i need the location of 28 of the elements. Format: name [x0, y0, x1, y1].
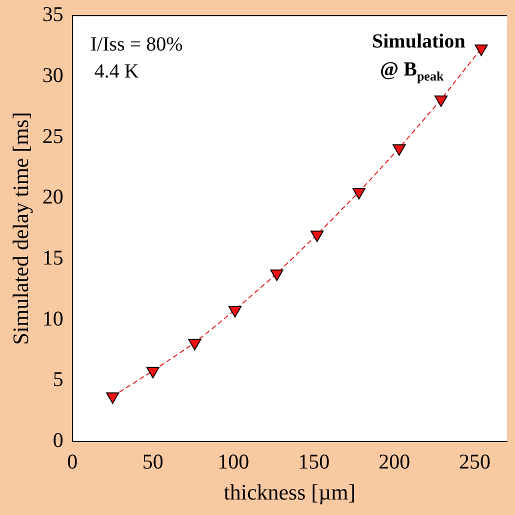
- y-tick-label: 10: [42, 306, 64, 330]
- point: [434, 96, 448, 108]
- x-tick-label: 150: [298, 450, 330, 474]
- point: [188, 338, 202, 350]
- x-axis-title: thickness [µm]: [224, 480, 356, 505]
- y-axis-title: Simulated delay time [ms]: [8, 112, 33, 345]
- y-tick-label: 30: [42, 62, 64, 87]
- annotation: Simulation: [372, 30, 466, 53]
- point: [270, 270, 284, 282]
- x-tick-label: 50: [142, 450, 164, 474]
- y-tick-label: 0: [52, 428, 64, 452]
- y-tick-label: 5: [52, 367, 64, 392]
- point: [474, 44, 488, 56]
- point: [106, 392, 120, 404]
- y-tick-label: 35: [42, 2, 64, 26]
- point: [228, 306, 242, 318]
- point: [352, 188, 366, 200]
- y-tick-label: 25: [42, 124, 64, 148]
- annotation: I/Iss = 80%: [90, 34, 183, 56]
- point: [310, 230, 324, 242]
- y-tick-label: 15: [42, 245, 64, 270]
- x-tick-label: 100: [218, 450, 250, 474]
- point: [146, 366, 160, 378]
- annotation: 4.4 K: [94, 60, 140, 83]
- y-tick-label: 20: [42, 184, 64, 209]
- point: [392, 144, 406, 156]
- x-tick-label: 200: [378, 450, 410, 474]
- x-tick-label: 250: [459, 450, 491, 474]
